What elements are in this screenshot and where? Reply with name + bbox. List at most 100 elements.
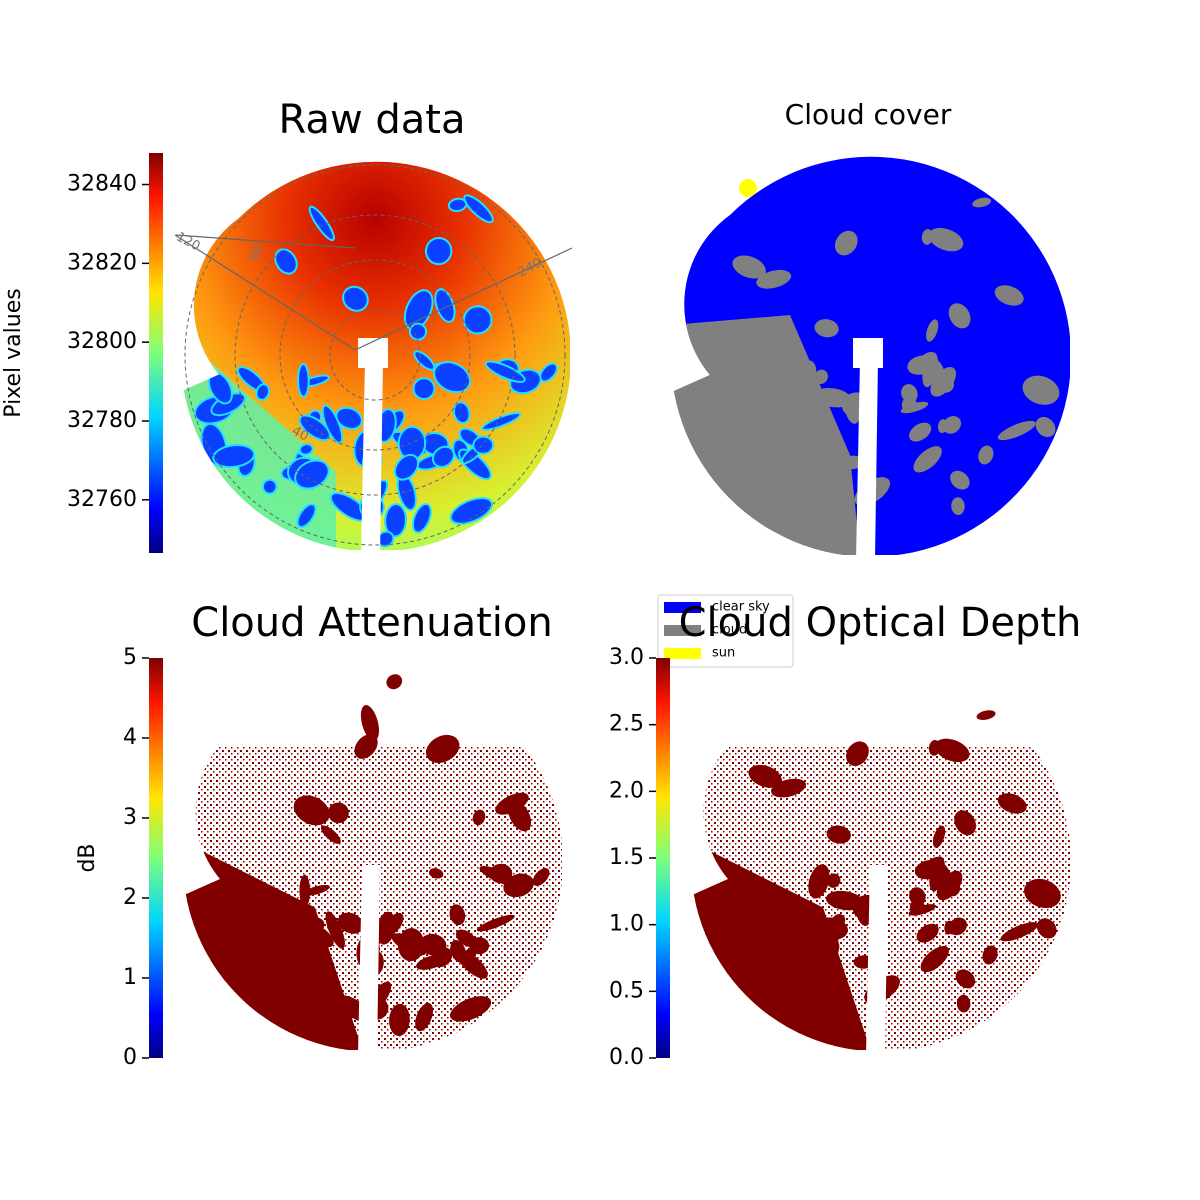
- cloud-patch: [532, 868, 550, 886]
- cloud-patch: [354, 734, 378, 759]
- cloud-patch: [384, 503, 407, 538]
- cloud-patch: [954, 810, 977, 836]
- cloud-patch: [951, 497, 965, 516]
- cloud-patch: [1000, 922, 1039, 942]
- cloud-patch: [748, 764, 782, 788]
- cloud-patch: [303, 922, 334, 948]
- tick-label: 2: [123, 885, 137, 910]
- cloud-patch: [447, 197, 468, 213]
- cloud-patch: [976, 710, 996, 720]
- cloud-patch: [462, 305, 493, 335]
- cloud-patch: [449, 497, 493, 525]
- polar-label: 120: [174, 230, 203, 255]
- cloud-patch: [261, 478, 278, 495]
- cloud-patch: [212, 444, 256, 469]
- cloud-patch: [297, 363, 310, 398]
- cloud-patch: [389, 1003, 410, 1037]
- polar-axis: [174, 234, 356, 351]
- cloud-patch: [294, 964, 325, 992]
- tick-label: 32800: [67, 329, 137, 354]
- tick-label: 32780: [67, 408, 137, 433]
- polar-ring: [234, 214, 516, 496]
- cloud-patch: [795, 360, 817, 395]
- cloud-patch: [826, 825, 851, 844]
- cloud-patch: [901, 384, 918, 403]
- cloud-patch: [476, 914, 515, 932]
- cloud-patch: [972, 197, 992, 208]
- cloud-patch: [296, 503, 317, 529]
- legend-label: cloud: [712, 623, 747, 638]
- cloud-patch: [956, 994, 971, 1013]
- cloud-patch: [393, 453, 420, 481]
- cloud-patch: [948, 917, 968, 936]
- cloud-patch: [484, 360, 526, 383]
- legend-label: clear sky: [712, 600, 770, 615]
- cloud-patch: [469, 937, 490, 955]
- cloud-patch: [804, 1022, 831, 1033]
- cloud-patch: [408, 322, 428, 341]
- cloud-patch: [360, 705, 380, 741]
- polar-label: 40: [289, 423, 311, 444]
- cloud-patch: [452, 401, 471, 425]
- colorbar-label: dB: [75, 843, 100, 872]
- tick-label: 32840: [67, 172, 137, 197]
- tick-label: 32820: [67, 250, 137, 275]
- polar-ring: [329, 309, 421, 401]
- tick-label: 32760: [67, 487, 137, 512]
- tick-label: 0.5: [609, 978, 644, 1003]
- cloud-patch: [1035, 416, 1056, 438]
- cloud-patch: [908, 904, 937, 916]
- legend-swatch: [664, 648, 701, 659]
- tick-label: 3: [123, 805, 137, 830]
- cloud-patch: [928, 739, 941, 756]
- polar-axis: [175, 234, 356, 249]
- cloud-patch: [320, 825, 341, 844]
- cloud-patch: [305, 951, 319, 962]
- polar-ring: [279, 259, 471, 451]
- cloud-patch: [413, 350, 436, 371]
- cloud-patch: [201, 914, 242, 942]
- cloud-patch: [909, 422, 932, 442]
- cloud-patch: [411, 503, 432, 534]
- cloud-patch: [922, 352, 938, 388]
- cloud-patch: [819, 412, 834, 426]
- cloud-patch: [900, 401, 929, 414]
- cloud-patch: [814, 369, 828, 384]
- cloud-patch: [412, 377, 436, 400]
- cloud-patch: [826, 873, 841, 888]
- cloud-patch: [955, 969, 976, 989]
- tick-label: 2.0: [609, 778, 644, 803]
- panel-title: Cloud Optical Depth: [679, 600, 1082, 646]
- cloud-patch: [429, 868, 444, 879]
- tick-label: 0.0: [609, 1045, 644, 1070]
- cloud-patch: [342, 285, 369, 312]
- cloud-patch: [481, 412, 522, 431]
- cloud-patch: [948, 303, 971, 329]
- panel-title: Cloud Attenuation: [191, 600, 552, 646]
- tick-label: 0: [123, 1045, 137, 1070]
- cloud-patch: [431, 445, 455, 468]
- tick-label: 4: [123, 725, 137, 750]
- cloud-patch: [997, 793, 1027, 814]
- cloud-patch: [425, 734, 460, 763]
- cloud-patch: [376, 911, 396, 945]
- mask-region: [866, 865, 888, 1052]
- cloud-patch: [846, 741, 869, 767]
- tick-label: 3.0: [609, 645, 644, 670]
- cloud-patch: [913, 446, 942, 473]
- cloud-patch: [508, 800, 532, 832]
- cloud-patch: [997, 420, 1036, 441]
- legend-swatch: [664, 602, 701, 613]
- polar-ring: [184, 164, 566, 546]
- cloud-patch: [831, 914, 846, 928]
- tick-label: 1.5: [609, 845, 644, 870]
- cloud-patch: [415, 1002, 434, 1032]
- cloud-patch: [808, 864, 830, 899]
- cloud-patch: [807, 964, 826, 980]
- cloud-patch: [479, 866, 519, 887]
- cloud-patch: [337, 912, 364, 934]
- cloud-patch: [472, 809, 486, 826]
- cloud-patch: [298, 443, 314, 456]
- sun-marker: [739, 179, 757, 197]
- cloud-patch: [720, 889, 739, 908]
